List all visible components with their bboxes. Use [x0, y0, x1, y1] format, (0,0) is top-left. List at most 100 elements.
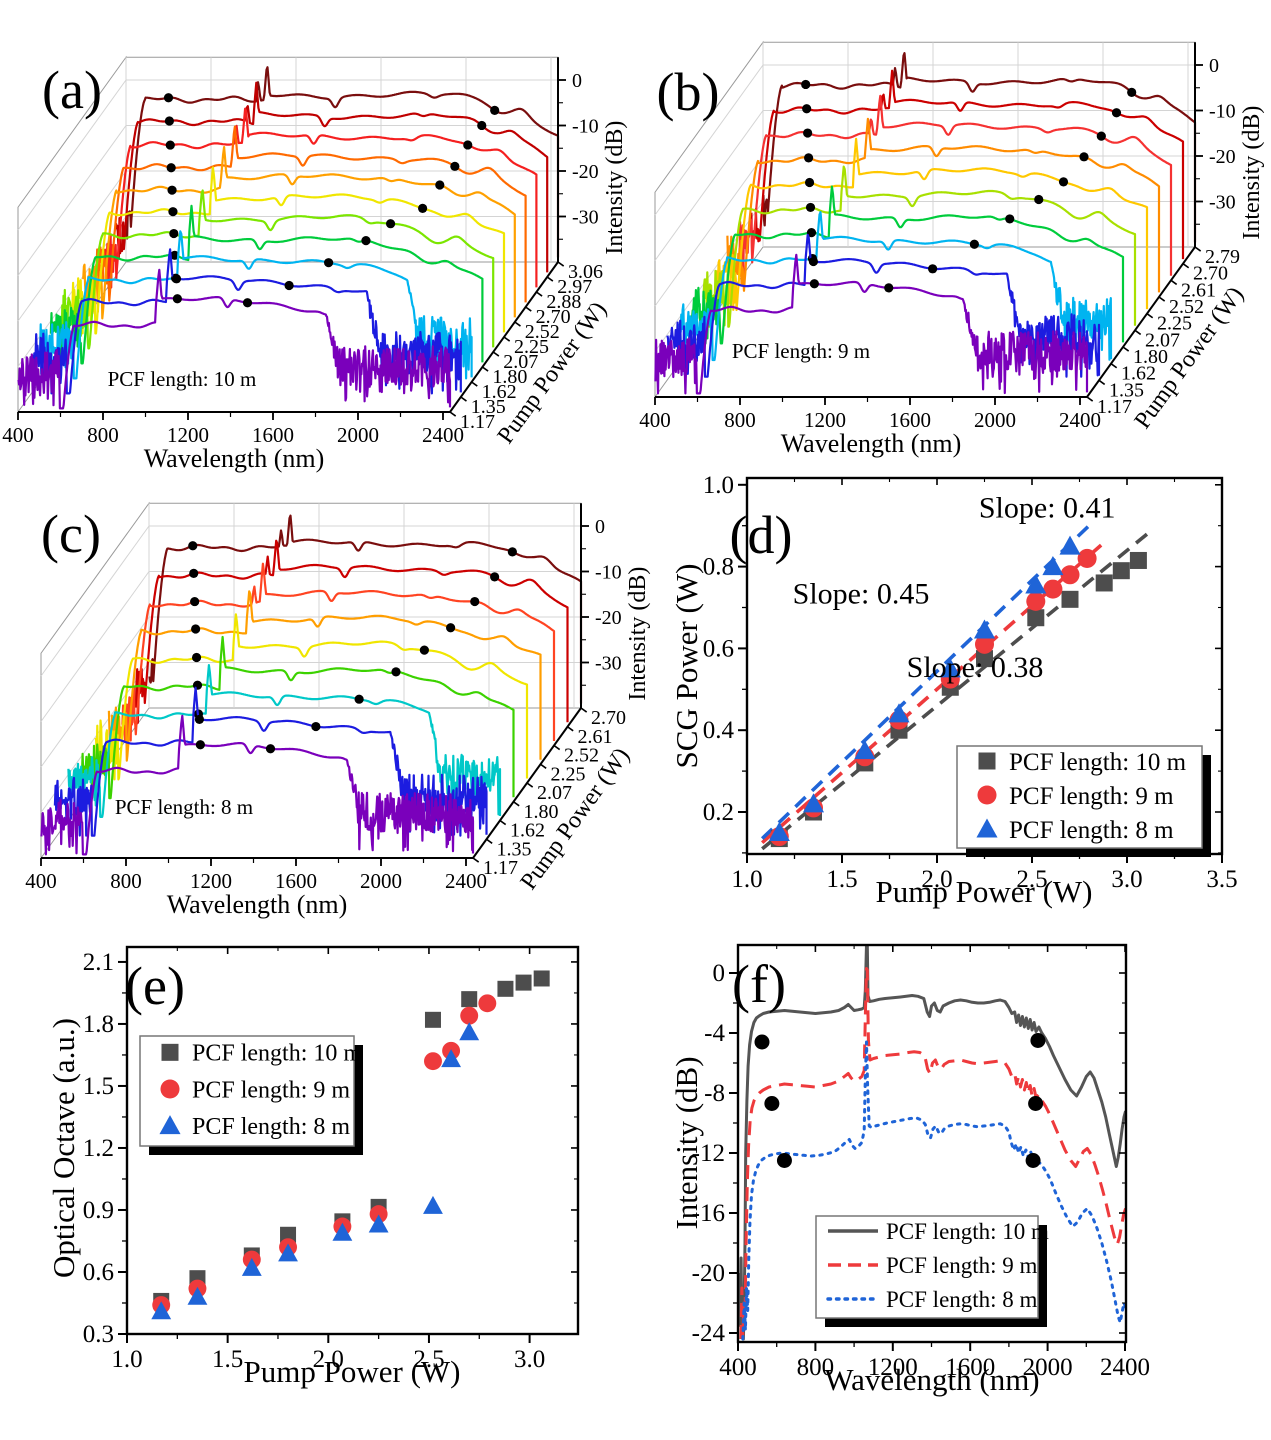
- bandwidth-dot: [808, 256, 819, 267]
- panel-annotation: PCF length: 10 m: [108, 367, 257, 391]
- data-point-square: [1129, 551, 1147, 569]
- tick-label: 2400: [1059, 408, 1101, 432]
- data-point-triangle: [441, 1049, 462, 1068]
- bandwidth-dot: [354, 694, 364, 704]
- tick-label: 2400: [422, 423, 464, 447]
- bandwidth-dot: [446, 623, 456, 633]
- bandwidth-dot: [191, 652, 202, 663]
- data-point-circle: [424, 1052, 442, 1071]
- tick: [471, 381, 478, 387]
- tick-label: 2.70: [591, 707, 626, 729]
- legend: PCF length: 10 m PCF length: 9 m PCF lengt…: [815, 1215, 1049, 1327]
- grid-line: [40, 571, 150, 722]
- tick-label: 0.6: [83, 1259, 114, 1286]
- tick-label: 1.35: [471, 396, 506, 418]
- tick: [1146, 313, 1154, 319]
- tick-label: 1.5: [826, 866, 857, 893]
- bandwidth-dot: [166, 163, 176, 173]
- spectrum-curve: [714, 137, 1149, 312]
- bandwidth-dot: [764, 1096, 780, 1111]
- tick-label: 1.80: [492, 366, 527, 388]
- tick-label: 2.52: [564, 745, 599, 767]
- data-point-circle: [1026, 591, 1046, 611]
- x-axis-title: Wavelength (nm): [167, 890, 348, 919]
- bandwidth-dot: [169, 228, 179, 239]
- data-point-triangle: [802, 793, 825, 813]
- data-point-square: [533, 970, 550, 987]
- data-point-square: [1061, 590, 1079, 608]
- tick-label: -30: [595, 653, 622, 675]
- tick-label: 2000: [360, 869, 402, 893]
- bandwidth-dot: [801, 79, 811, 90]
- tick-label: -20: [1209, 146, 1236, 168]
- tick: [1122, 346, 1130, 352]
- spectrum-curve: [71, 166, 506, 335]
- tick-label: -24: [692, 1320, 726, 1347]
- bandwidth-dot: [190, 596, 200, 607]
- bandwidth-dot: [194, 714, 205, 724]
- panel-letter: (f): [732, 954, 786, 1014]
- spectrum-curve: [702, 165, 1137, 328]
- tick-label: 0.3: [83, 1321, 114, 1348]
- tick-label: 400: [25, 869, 57, 893]
- tick: [1170, 279, 1178, 286]
- bandwidth-dot: [171, 274, 182, 284]
- y-axis-title: SCG Power (W): [669, 564, 704, 769]
- data-point-triangle: [939, 658, 961, 678]
- tick: [546, 276, 554, 282]
- data-point-triangle: [973, 619, 996, 639]
- z-axis-title: Intensity (dB): [625, 567, 651, 701]
- bandwidth-dot: [1005, 214, 1015, 224]
- data-point-triangle: [888, 703, 910, 723]
- spectrum-curve: [762, 52, 1197, 243]
- data-point-circle: [1043, 579, 1063, 599]
- tick: [526, 782, 534, 788]
- fit-line: [761, 530, 1151, 851]
- data-point-triangle: [151, 1301, 172, 1320]
- spectrum-curve: [17, 268, 452, 410]
- tick-label: -30: [1209, 192, 1236, 214]
- data-point-circle: [977, 785, 997, 805]
- spectrum-curve: [738, 94, 1173, 278]
- data-point-triangle: [423, 1195, 443, 1214]
- tick-label: 1.17: [460, 411, 495, 433]
- tick-label: -10: [1209, 101, 1236, 123]
- bandwidth-dot: [754, 1034, 770, 1050]
- grid-line: [654, 201, 764, 352]
- slope-annotation: Slope: 0.41: [979, 492, 1116, 525]
- spectrum-curve: [741, 1040, 1126, 1341]
- spectrum-curve: [103, 107, 538, 290]
- bandwidth-dot: [311, 721, 321, 732]
- bandwidth-dot: [1111, 108, 1122, 118]
- bandwidth-dot: [1127, 87, 1137, 97]
- bandwidth-dot: [1058, 177, 1069, 187]
- tick-label: 1600: [275, 869, 317, 893]
- tick-label: 3.0: [1111, 866, 1142, 893]
- tick-label: 1.5: [212, 1346, 243, 1373]
- spectrum-curve: [739, 967, 1126, 1340]
- panel-e: 1.0 1.5 2.0 2.5 3.0 0.3 0.6 0.9 1.2 1.5 1.8 2.1 Pump…: [46, 945, 580, 1389]
- tick-label: 2.97: [557, 276, 592, 298]
- spectrum-curve: [53, 686, 488, 837]
- bandwidth-dot: [806, 228, 817, 238]
- tick-label: -8: [704, 1080, 725, 1107]
- tick-label: 0.6: [703, 635, 734, 662]
- bandwidth-dot: [490, 105, 500, 115]
- tick-label: -16: [692, 1200, 725, 1227]
- tick: [540, 763, 547, 769]
- legend-item-label: PCF length: 9 m: [886, 1253, 1038, 1278]
- spectrum-curve: [49, 204, 484, 365]
- tick-label: -20: [595, 607, 622, 629]
- bandwidth-dot: [164, 116, 174, 126]
- bandwidth-dot: [324, 258, 334, 268]
- y-axis-title: Intensity (dB): [669, 1056, 704, 1229]
- tick: [514, 321, 521, 327]
- tick-label: 2.5: [1016, 866, 1047, 893]
- data-point-triangle: [241, 1257, 262, 1276]
- data-point-square: [978, 752, 996, 770]
- tick-label: 2.25: [514, 336, 549, 358]
- legend-box: [815, 1215, 1039, 1319]
- panel-letter: (d): [730, 505, 793, 565]
- bandwidth-dot: [802, 104, 812, 114]
